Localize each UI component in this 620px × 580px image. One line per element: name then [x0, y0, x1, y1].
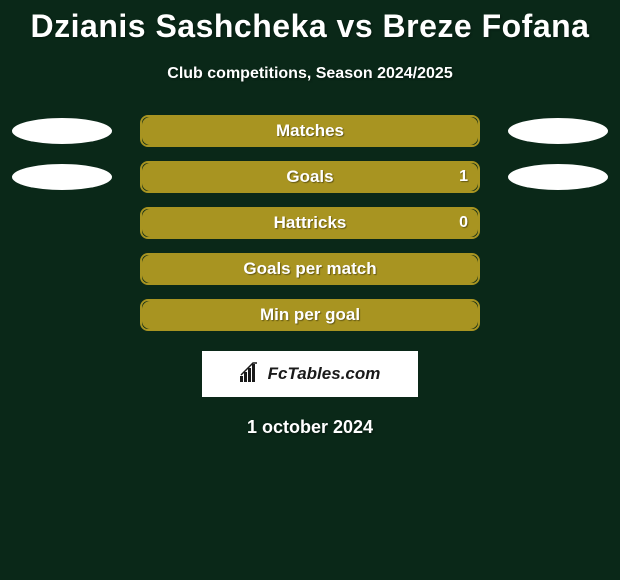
stat-label: Min per goal [260, 305, 360, 325]
stat-bar: Min per goal [140, 299, 480, 331]
stat-row: Matches [0, 115, 620, 147]
stat-label: Goals per match [243, 259, 376, 279]
stat-bar: Goals 1 [140, 161, 480, 193]
stat-label: Goals [286, 167, 333, 187]
stat-bar: Hattricks 0 [140, 207, 480, 239]
right-value-ellipse [508, 118, 608, 144]
stat-rows: Matches Goals 1 Hattricks 0 Goals per match Mi… [0, 115, 620, 331]
page-title: Dzianis Sashcheka vs Breze Fofana [0, 8, 620, 45]
stat-value: 1 [459, 168, 468, 186]
stat-bar: Matches [140, 115, 480, 147]
stat-label: Matches [276, 121, 344, 141]
right-value-ellipse [508, 164, 608, 190]
chart-icon [240, 362, 262, 387]
chart-date: 1 october 2024 [0, 417, 620, 438]
stat-bar: Goals per match [140, 253, 480, 285]
stat-row: Hattricks 0 [0, 207, 620, 239]
stat-row: Goals 1 [0, 161, 620, 193]
stat-label: Hattricks [274, 213, 347, 233]
page-subtitle: Club competitions, Season 2024/2025 [0, 65, 620, 83]
badge-text: FcTables.com [268, 364, 381, 384]
stat-row: Goals per match [0, 253, 620, 285]
left-value-ellipse [12, 164, 112, 190]
chart-container: Dzianis Sashcheka vs Breze Fofana Club c… [0, 0, 620, 438]
source-badge: FcTables.com [202, 351, 418, 397]
stat-row: Min per goal [0, 299, 620, 331]
left-value-ellipse [12, 118, 112, 144]
stat-value: 0 [459, 214, 468, 232]
